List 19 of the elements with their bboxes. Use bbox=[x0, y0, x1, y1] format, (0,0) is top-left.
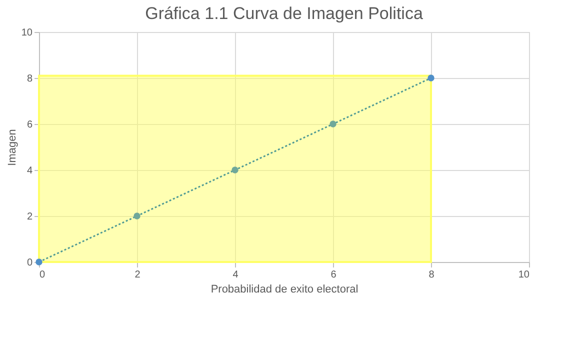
y-tick-label: 10 bbox=[21, 28, 33, 38]
point bbox=[428, 74, 434, 82]
point bbox=[134, 212, 140, 220]
x-tick-label: 10 bbox=[518, 270, 530, 280]
point bbox=[330, 120, 336, 128]
x-tick-label: 6 bbox=[330, 270, 337, 280]
x-tick-label: 4 bbox=[232, 270, 239, 280]
y-tick-label: 2 bbox=[26, 212, 33, 222]
chart-title: Gráfica 1.1 Curva de Imagen Politica bbox=[145, 4, 424, 23]
y-tick-label: 8 bbox=[26, 74, 33, 84]
y-tick-label: 4 bbox=[26, 166, 33, 176]
y-tick-label: 0 bbox=[26, 258, 33, 268]
y-axis-title: Imagen bbox=[6, 129, 18, 166]
y-tick-label: 6 bbox=[26, 120, 33, 130]
x-tick-label: 8 bbox=[428, 270, 435, 280]
x-tick-label: 0 bbox=[40, 270, 46, 280]
point bbox=[232, 166, 238, 174]
x-tick-label: 2 bbox=[134, 270, 141, 280]
x-axis-title: Probabilidad de exito electoral bbox=[210, 284, 358, 296]
